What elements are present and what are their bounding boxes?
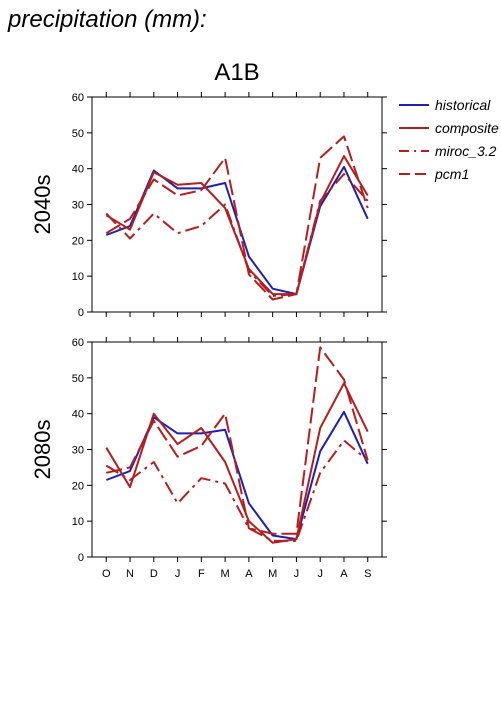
legend-item-miroc-3-2: miroc_3.2 <box>399 143 497 159</box>
y-tick-label: 30 <box>72 445 84 457</box>
series-line-composite <box>105 382 369 544</box>
x-tick-label: M <box>268 568 277 580</box>
legend-label: composite <box>435 120 499 136</box>
panel-2080s: 0 10 20 30 40 50 60 O N D J F M A M J J A S 2080s <box>30 337 387 580</box>
y-tick-label: 0 <box>78 552 84 564</box>
series-line-composite <box>105 155 369 296</box>
y-tick-label: 40 <box>72 409 84 421</box>
x-tick-label: D <box>150 568 158 580</box>
x-tick-label: S <box>364 568 371 580</box>
x-tick-label: A <box>245 568 253 580</box>
plot-frame <box>91 341 383 558</box>
y-tick-label: 50 <box>72 373 84 385</box>
legend-label: pcm1 <box>434 166 469 182</box>
panel-label: 2040s <box>30 175 55 235</box>
chart-title: A1B <box>214 59 259 86</box>
x-tick-label: J <box>175 568 181 580</box>
y-tick-label: 60 <box>72 337 84 349</box>
y-tick-label: 20 <box>72 480 84 492</box>
legend-item-pcm1: pcm1 <box>399 166 469 182</box>
y-tick-label: 30 <box>72 200 84 212</box>
y-tick-label: 60 <box>72 92 84 104</box>
x-tick-label: J <box>294 568 300 580</box>
plot-frame <box>91 96 383 313</box>
y-tick-label: 40 <box>72 164 84 176</box>
series-line-pcm1 <box>106 346 369 535</box>
series-line-miroc-3-2 <box>105 173 369 297</box>
panels: 0 10 20 30 40 50 60 2040s 0 10 20 30 40 50 60 O N D J F M A M J… <box>30 92 387 580</box>
y-tick-label: 0 <box>78 307 84 319</box>
x-tick-label: A <box>340 568 348 580</box>
y-tick-label: 10 <box>72 516 84 528</box>
panel-label: 2080s <box>30 420 55 480</box>
y-tick-label: 50 <box>72 128 84 140</box>
panel-2040s: 0 10 20 30 40 50 60 2040s <box>30 92 387 319</box>
legend-label: historical <box>435 97 491 113</box>
x-tick-label: N <box>126 568 134 580</box>
x-tick-label: F <box>198 568 205 580</box>
x-tick-label: J <box>317 568 323 580</box>
legend-item-composite: composite <box>399 120 499 136</box>
y-tick-label: 20 <box>72 235 84 247</box>
legend: historical composite miroc_3.2 pcm1 <box>399 97 499 182</box>
legend-label: miroc_3.2 <box>435 143 497 159</box>
series-line-pcm1 <box>105 135 369 301</box>
x-tick-label: M <box>221 568 230 580</box>
series-line-miroc-3-2 <box>105 439 369 542</box>
y-tick-label: 10 <box>72 271 84 283</box>
page-title: precipitation (mm): <box>8 6 207 33</box>
legend-item-historical: historical <box>399 97 491 113</box>
x-tick-label: O <box>102 568 111 580</box>
series-line-historical <box>105 410 369 541</box>
